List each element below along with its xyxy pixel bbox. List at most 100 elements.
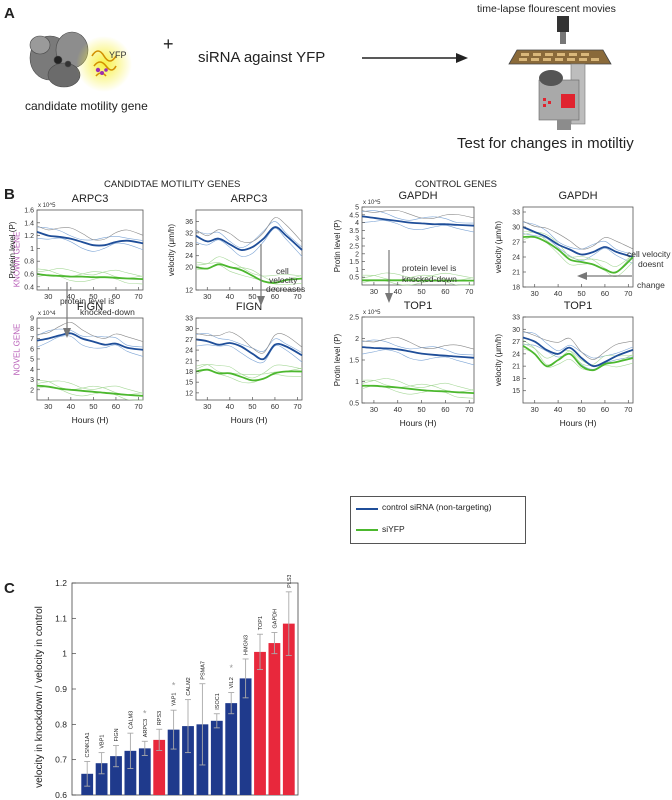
y-axis-label: Protin level (P): [333, 333, 342, 386]
y-tick-label: 2: [355, 336, 359, 343]
bar-label: GAPDH: [272, 609, 278, 629]
replicate-trace: [36, 380, 144, 394]
annot-arpc3-protein-1: protein level is: [60, 296, 114, 306]
annot-arpc3-velocity-2: velocity: [269, 275, 298, 285]
series-control-line: [36, 332, 144, 351]
x-tick-label: 70: [624, 289, 632, 298]
x-tick-label: 70: [293, 402, 301, 411]
y-exponent: x 10^5: [38, 203, 56, 209]
y-tick-label: 32: [185, 230, 193, 237]
y-tick-label: 4: [30, 367, 34, 374]
y-tick-label: 2.5: [349, 315, 359, 322]
annot-arpc3-velocity-3: decreases: [266, 284, 305, 294]
y-tick-label: 3: [355, 236, 359, 243]
annot-arpc3-velocity-1: cell: [276, 266, 289, 276]
y-tick-label: 0.8: [55, 719, 67, 729]
y-axis-label: Protin level (P): [333, 219, 342, 272]
chart-title: TOP1: [564, 300, 593, 312]
bar-label: RPS3: [157, 711, 163, 725]
x-tick-label: 30: [203, 402, 211, 411]
series-siyfp-line: [195, 368, 303, 382]
x-tick-label: 40: [394, 287, 402, 296]
bar-label: CALM2: [186, 677, 192, 695]
y-tick-label: 1.6: [24, 208, 34, 215]
x-tick-label: 70: [293, 292, 301, 301]
y-tick-label: 0.9: [55, 684, 67, 694]
x-tick-label: 30: [203, 292, 211, 301]
y-tick-label: 5: [355, 205, 359, 212]
replicate-trace: [361, 209, 475, 219]
y-tick-label: 0.6: [24, 272, 34, 279]
chart-title: GAPDH: [398, 190, 437, 202]
x-tick-label: 60: [441, 405, 449, 414]
x-tick-label: 60: [271, 402, 279, 411]
y-tick-label: 21: [185, 358, 193, 365]
x-tick-label: 40: [554, 405, 562, 414]
panel-c-bar-chart: 0.6 0.7 0.8 0.9 1 1.1 1.2 CSNK1A1 VBP1 FIGN CALM3 A…: [34, 575, 299, 800]
x-tick-label: 50: [417, 287, 425, 296]
yfp-chromophore: [95, 67, 108, 75]
control-header: CONTROL GENES: [415, 179, 497, 190]
bar-vbp1: [95, 763, 108, 795]
replicate-trace: [195, 256, 303, 277]
x-tick-label: 50: [248, 292, 256, 301]
plot-frame: [361, 206, 475, 286]
y-tick-label: 1: [30, 246, 34, 253]
x-axis-label: Hours (H): [231, 415, 268, 425]
legend-siyfp-swatch: [356, 529, 378, 531]
y-tick-label: 18: [185, 369, 193, 376]
bar-fign: [110, 756, 122, 795]
x-tick-label: 60: [112, 402, 120, 411]
x-axis-label: Hours (H): [560, 418, 597, 428]
bar-label: PSMA7: [200, 661, 206, 680]
line-chart-7: 30 40 50 60 70 0.5 1 1.5 2 2.5 x 10^5 TOP1 Hours (H)…: [333, 300, 475, 428]
annot-gapdh-velocity-2: doesnt: [638, 259, 664, 269]
chart-title: FIGN: [77, 301, 103, 313]
y-tick-label: 12: [185, 390, 193, 397]
y-tick-label: 1.5: [349, 259, 359, 266]
bar-yap1: [167, 729, 180, 795]
bar-label: TOP1: [258, 616, 264, 630]
x-tick-label: 30: [531, 289, 539, 298]
x-axis-label: Hours (H): [400, 418, 437, 428]
line-chart-4: 30 40 50 60 70 12 15 18 21 24 27 30 33 FIGN Hours (H): [185, 301, 303, 425]
line-chart-8: 30 40 50 60 70 15 18 21 24 27 30 33 TOP1 Hours (H) vel…: [494, 300, 634, 428]
y-axis-label: velocity (μm/h): [167, 224, 176, 277]
microscope-red-buttons: [543, 98, 551, 107]
legend-siyfp-label: siYFP: [382, 524, 405, 534]
y-axis-label: velocity (μm/h): [494, 334, 503, 387]
y-tick-label: 2.5: [349, 244, 359, 251]
bar-pls3: [282, 623, 295, 795]
x-tick-label: 70: [465, 287, 473, 296]
bar-label: CALM3: [128, 711, 134, 729]
well-plate: [508, 49, 612, 65]
candidate-header: CANDIDTAE MOTILITY GENES: [104, 179, 241, 190]
chart-title: TOP1: [404, 300, 433, 312]
bar-vil2: [225, 703, 238, 795]
y-tick-label: 1: [62, 649, 67, 659]
series-control-line: [195, 338, 303, 361]
y-tick-label: 24: [185, 253, 193, 260]
series-control-line: [36, 230, 144, 247]
y-tick-label: 1: [355, 267, 359, 274]
y-tick-label: 0.6: [55, 790, 67, 800]
y-exponent: x 10^5: [363, 200, 381, 206]
series-control-line: [361, 215, 475, 227]
bar-calm3: [124, 750, 137, 795]
y-exponent: x 10^4: [38, 311, 56, 317]
x-tick-label: 70: [465, 405, 473, 414]
y-tick-label: 33: [512, 315, 520, 322]
bar-arpc3: [138, 748, 151, 795]
y-tick-label: 2: [355, 251, 359, 258]
x-tick-label: 30: [44, 402, 52, 411]
y-tick-label: 24: [512, 255, 520, 262]
x-tick-label: 30: [370, 287, 378, 296]
y-tick-label: 0.7: [55, 755, 67, 765]
microscope-objective: [560, 32, 566, 44]
annot-gapdh-velocity-1: cell velocity: [627, 249, 671, 259]
replicate-trace: [195, 228, 303, 257]
replicate-trace: [195, 217, 303, 243]
bar-label: VBP1: [100, 735, 106, 749]
y-tick-label: 24: [512, 351, 520, 358]
x-tick-label: 60: [601, 289, 609, 298]
